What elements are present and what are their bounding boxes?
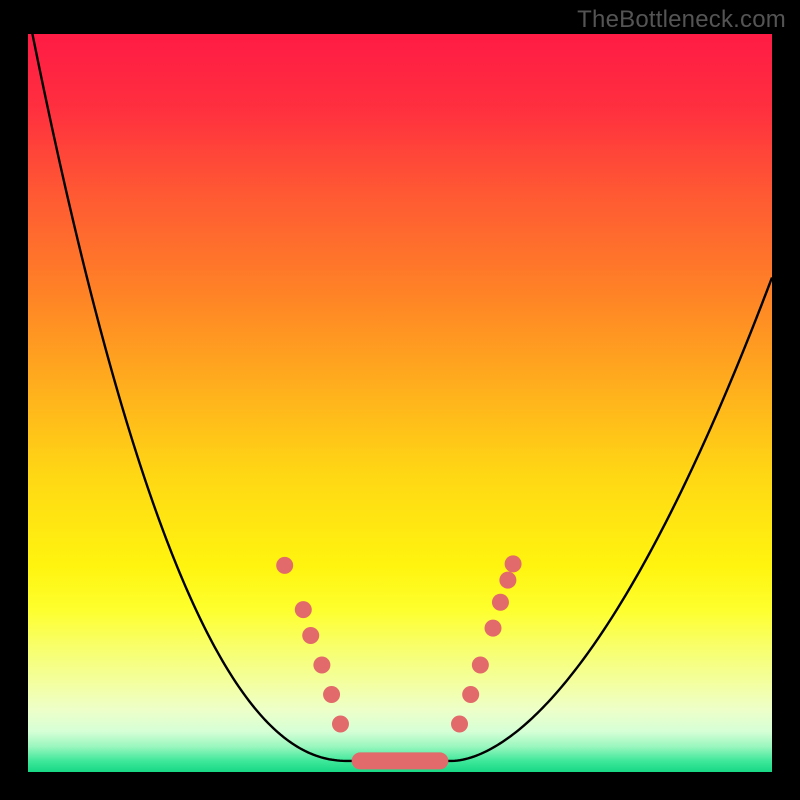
data-marker <box>485 620 502 637</box>
watermark-text: TheBottleneck.com <box>577 6 786 34</box>
data-marker <box>499 572 516 589</box>
data-marker <box>492 594 509 611</box>
data-marker <box>505 555 522 572</box>
plot-background <box>28 34 772 772</box>
data-marker <box>302 627 319 644</box>
data-marker <box>472 656 489 673</box>
data-marker <box>332 716 349 733</box>
data-marker <box>323 686 340 703</box>
bottleneck-chart <box>0 0 800 800</box>
data-marker <box>276 557 293 574</box>
data-marker <box>295 601 312 618</box>
data-marker <box>462 686 479 703</box>
data-marker <box>313 656 330 673</box>
data-marker-floor <box>352 752 449 769</box>
chart-frame: TheBottleneck.com <box>0 0 800 800</box>
data-marker <box>451 716 468 733</box>
